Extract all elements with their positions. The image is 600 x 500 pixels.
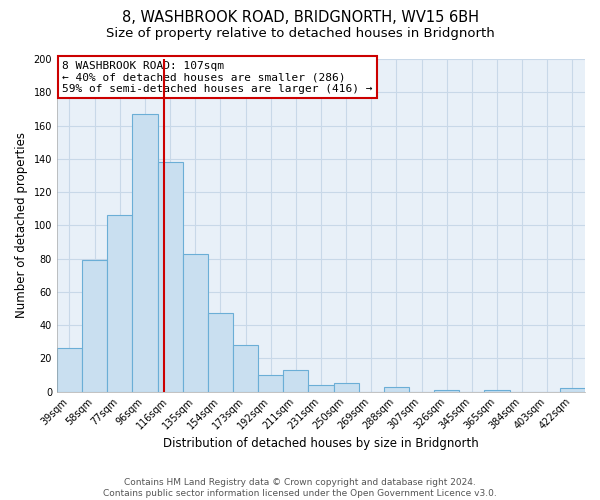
Bar [484,390,509,392]
Text: Contains HM Land Registry data © Crown copyright and database right 2024.
Contai: Contains HM Land Registry data © Crown c… [103,478,497,498]
X-axis label: Distribution of detached houses by size in Bridgnorth: Distribution of detached houses by size … [163,437,479,450]
Bar [233,345,258,392]
Bar [182,254,208,392]
Bar [158,162,182,392]
Bar [57,348,82,392]
Text: 8, WASHBROOK ROAD, BRIDGNORTH, WV15 6BH: 8, WASHBROOK ROAD, BRIDGNORTH, WV15 6BH [121,10,479,25]
Bar [308,385,334,392]
Bar [208,314,233,392]
Text: Size of property relative to detached houses in Bridgnorth: Size of property relative to detached ho… [106,28,494,40]
Bar [384,386,409,392]
Text: 8 WASHBROOK ROAD: 107sqm
← 40% of detached houses are smaller (286)
59% of semi-: 8 WASHBROOK ROAD: 107sqm ← 40% of detach… [62,60,373,94]
Bar [283,370,308,392]
Bar [133,114,158,392]
Bar [258,375,283,392]
Y-axis label: Number of detached properties: Number of detached properties [15,132,28,318]
Bar [434,390,459,392]
Bar [107,216,133,392]
Bar [82,260,107,392]
Bar [560,388,585,392]
Bar [334,384,359,392]
